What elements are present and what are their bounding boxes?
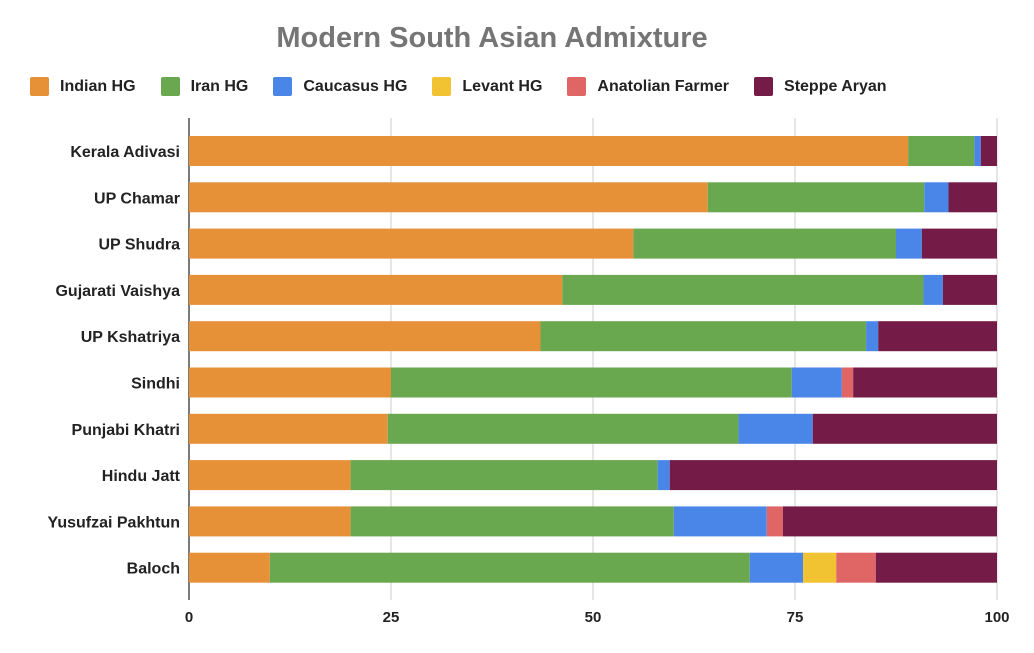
- bar-segment-indian-hg[interactable]: [189, 321, 541, 352]
- bar-segment-indian-hg[interactable]: [189, 552, 270, 583]
- legend-item-indian-hg[interactable]: Indian HG: [30, 77, 136, 96]
- bar-segment-iran-hg[interactable]: [391, 367, 792, 398]
- legend-swatch: [432, 77, 452, 96]
- bar-segment-indian-hg[interactable]: [189, 182, 708, 213]
- bar-segment-indian-hg[interactable]: [189, 228, 634, 259]
- bar-segment-iran-hg[interactable]: [908, 136, 975, 166]
- bar-segment-iran-hg[interactable]: [350, 506, 674, 537]
- bar-segment-indian-hg[interactable]: [189, 274, 563, 305]
- category-label: UP Kshatriya: [81, 329, 180, 346]
- x-tick-label: 0: [185, 609, 193, 626]
- legend-swatch: [30, 77, 49, 96]
- bar-segment-caucasus-hg[interactable]: [974, 136, 981, 166]
- legend-swatch: [273, 77, 293, 96]
- legend: Indian HG Iran HG Caucasus HG Levant HG Anat…: [30, 77, 912, 96]
- bar-segment-anatolian-farmer[interactable]: [766, 506, 783, 537]
- chart-title: Modern South Asian Admixture: [276, 22, 708, 54]
- legend-swatch: [567, 77, 587, 96]
- legend-item-levant-hg[interactable]: Levant HG: [432, 77, 542, 96]
- bar-segment-caucasus-hg[interactable]: [673, 506, 767, 537]
- category-label: Yusufzai Pakhtun: [48, 514, 180, 531]
- legend-label: Iran HG: [190, 77, 249, 95]
- bar-segment-steppe-aryan[interactable]: [942, 274, 997, 305]
- category-label: Punjabi Khatri: [72, 422, 180, 439]
- bar-segment-iran-hg[interactable]: [350, 460, 658, 491]
- bar-segment-indian-hg[interactable]: [189, 413, 388, 444]
- bar-segment-iran-hg[interactable]: [633, 228, 896, 259]
- bar-segment-steppe-aryan[interactable]: [948, 182, 997, 213]
- x-tick-label: 100: [984, 609, 1009, 626]
- bar-segment-steppe-aryan[interactable]: [812, 413, 997, 444]
- bar-segment-steppe-aryan[interactable]: [980, 136, 997, 166]
- bar-segment-caucasus-hg[interactable]: [738, 413, 813, 444]
- category-label: Gujarati Vaishya: [55, 283, 180, 300]
- x-tick-label: 75: [787, 609, 804, 626]
- legend-item-steppe-aryan[interactable]: Steppe Aryan: [754, 77, 887, 96]
- category-label: UP Shudra: [99, 237, 181, 254]
- bar-segment-indian-hg[interactable]: [189, 460, 351, 491]
- bar-segment-caucasus-hg[interactable]: [657, 460, 670, 491]
- bar-segment-iran-hg[interactable]: [562, 274, 924, 305]
- bar-segment-caucasus-hg[interactable]: [791, 367, 842, 398]
- bar-segment-steppe-aryan[interactable]: [853, 367, 997, 398]
- bar-segment-caucasus-hg[interactable]: [896, 228, 922, 259]
- legend-swatch: [754, 77, 774, 96]
- legend-label: Steppe Aryan: [784, 77, 887, 95]
- bar-segment-anatolian-farmer[interactable]: [841, 367, 854, 398]
- bar-segment-steppe-aryan[interactable]: [875, 552, 997, 583]
- category-label: Hindu Jatt: [102, 468, 181, 485]
- legend-item-anatolian-farmer[interactable]: Anatolian Farmer: [567, 77, 729, 96]
- legend-item-caucasus-hg[interactable]: Caucasus HG: [273, 77, 407, 96]
- legend-label: Caucasus HG: [303, 77, 408, 95]
- bar-segment-indian-hg[interactable]: [189, 367, 391, 398]
- category-label: Kerala Adivasi: [70, 144, 180, 161]
- bar-segment-anatolian-farmer[interactable]: [836, 552, 876, 583]
- bar-segment-steppe-aryan[interactable]: [921, 228, 997, 259]
- category-label: Sindhi: [131, 376, 180, 393]
- bar-segment-steppe-aryan[interactable]: [878, 321, 997, 352]
- bar-segment-caucasus-hg[interactable]: [749, 552, 804, 583]
- legend-label: Levant HG: [462, 77, 543, 95]
- legend-swatch: [160, 77, 180, 96]
- legend-label: Indian HG: [60, 77, 136, 95]
- bar-segment-caucasus-hg[interactable]: [866, 321, 879, 352]
- legend-label: Anatolian Farmer: [597, 77, 730, 95]
- legend-item-iran-hg[interactable]: Iran HG: [160, 77, 249, 96]
- bar-segment-iran-hg[interactable]: [540, 321, 867, 352]
- bar-segment-iran-hg[interactable]: [269, 552, 750, 583]
- bar-segment-indian-hg[interactable]: [189, 136, 909, 166]
- bar-segment-steppe-aryan[interactable]: [669, 460, 997, 491]
- category-label: UP Chamar: [94, 190, 180, 207]
- bar-segment-caucasus-hg[interactable]: [923, 274, 943, 305]
- x-tick-label: 25: [383, 609, 400, 626]
- bar-segment-caucasus-hg[interactable]: [924, 182, 949, 213]
- bar-segment-steppe-aryan[interactable]: [782, 506, 997, 537]
- bar-segment-indian-hg[interactable]: [189, 506, 351, 537]
- bar-segment-levant-hg[interactable]: [803, 552, 837, 583]
- bar-segment-iran-hg[interactable]: [707, 182, 925, 213]
- category-label: Baloch: [127, 561, 180, 578]
- bar-segment-iran-hg[interactable]: [387, 413, 739, 444]
- x-tick-label: 50: [585, 609, 602, 626]
